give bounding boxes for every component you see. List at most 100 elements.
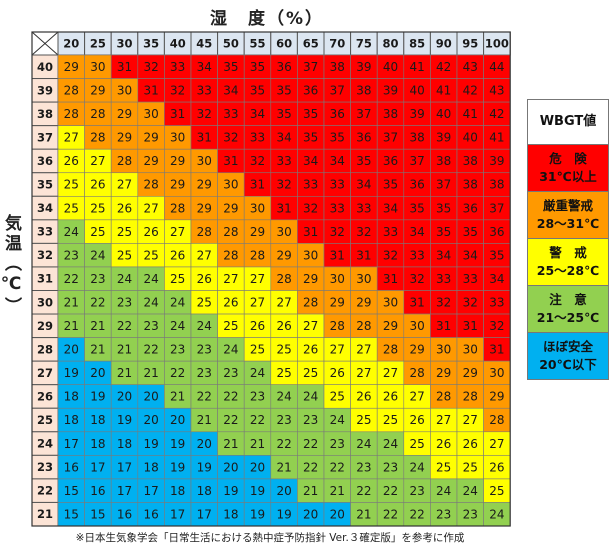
cell-value-label: 32: [303, 201, 318, 215]
grid-border: [31, 31, 511, 527]
cell-value-label: 22: [276, 437, 291, 451]
cell-value-label: 29: [250, 225, 265, 239]
humidity-tick-label: 50: [223, 37, 239, 51]
cell-value-label: 29: [170, 154, 185, 168]
cell-value-label: 23: [197, 366, 212, 380]
cell-value-label: 21: [197, 413, 212, 427]
cell-value-label: 32: [436, 295, 451, 309]
cell-value-label: 18: [197, 484, 212, 498]
temperature-tick-label: 36: [37, 154, 53, 168]
cell-value-label: 17: [117, 484, 132, 498]
cell-value-label: 19: [64, 366, 79, 380]
cell-value-label: 29: [170, 178, 185, 192]
cell-value-label: 20: [143, 413, 158, 427]
cell-value-label: 36: [356, 131, 371, 145]
cell-value-label: 25: [117, 248, 132, 262]
cell-value-label: 20: [303, 507, 318, 521]
cell-value-label: 38: [409, 131, 424, 145]
cell-value-label: 27: [90, 154, 105, 168]
cell-value-label: 35: [276, 84, 291, 98]
cell-value-label: 22: [330, 460, 345, 474]
cell-value-label: 25: [117, 225, 132, 239]
cell-value-label: 32: [197, 107, 212, 121]
cell-value-label: 36: [463, 201, 478, 215]
cell-value-label: 31: [250, 178, 265, 192]
humidity-tick-label: 60: [276, 37, 292, 51]
cell-value-label: 34: [463, 248, 478, 262]
legend-warning: 警 戒 25～28℃: [528, 239, 608, 286]
cell-value-label: 18: [64, 390, 79, 404]
cell-value-label: 23: [170, 343, 185, 357]
cell-value-label: 35: [250, 60, 265, 74]
cell-value-label: 30: [409, 319, 424, 333]
cell-value-label: 33: [463, 272, 478, 286]
cell-value-label: 20: [330, 507, 345, 521]
cell-value-label: 23: [223, 366, 238, 380]
cell-value-label: 22: [250, 413, 265, 427]
cell-value-label: 22: [303, 460, 318, 474]
cell-value-label: 37: [330, 84, 345, 98]
cell-value-label: 24: [383, 437, 398, 451]
cell-value-label: 34: [356, 178, 371, 192]
cell-value-label: 22: [197, 390, 212, 404]
cell-value-label: 30: [436, 343, 451, 357]
cell-value-label: 30: [276, 225, 291, 239]
cell-value-label: 30: [223, 178, 238, 192]
cell-value-label: 32: [409, 272, 424, 286]
cell-value-label: 25: [463, 460, 478, 474]
legend-caution: 注 意 21～25℃: [528, 286, 608, 333]
cell-value-label: 22: [223, 413, 238, 427]
temperature-tick-label: 35: [37, 178, 53, 192]
humidity-tick-label: 65: [303, 37, 319, 51]
cell-value-label: 32: [276, 178, 291, 192]
cell-value-label: 20: [143, 390, 158, 404]
cell-value-label: 35: [303, 131, 318, 145]
cell-value-label: 23: [436, 507, 451, 521]
cell-value-label: 35: [303, 107, 318, 121]
cell-value-label: 24: [143, 295, 158, 309]
cell-value-label: 29: [276, 248, 291, 262]
cell-value-label: 35: [356, 154, 371, 168]
cell-value-label: 31: [409, 295, 424, 309]
cell-value-label: 36: [383, 154, 398, 168]
humidity-tick-label: 55: [249, 37, 265, 51]
cell-value-label: 39: [436, 131, 451, 145]
cell-value-label: 33: [303, 178, 318, 192]
temperature-tick-label: 39: [37, 83, 53, 97]
cell-value-label: 20: [276, 484, 291, 498]
cell-value-label: 27: [489, 437, 504, 451]
cell-value-label: 15: [64, 507, 79, 521]
humidity-tick-label: 80: [382, 37, 398, 51]
cell-value-label: 28: [409, 366, 424, 380]
cell-value-label: 20: [250, 460, 265, 474]
cell-value-label: 33: [489, 295, 504, 309]
cell-value-label: 22: [90, 295, 105, 309]
wbgt-heatmap: 20 25 30 35 40 45 50 55 60 65 70 75 80 85 90 95 100 40 29 3…: [31, 31, 511, 527]
temperature-tick-label: 28: [37, 342, 53, 356]
temperature-tick-label: 23: [37, 460, 53, 474]
temperature-tick-label: 40: [37, 60, 53, 74]
cell-value-label: 25: [489, 484, 504, 498]
cell-value-label: 31: [356, 248, 371, 262]
cell-value-label: 27: [436, 413, 451, 427]
cell-value-label: 31: [463, 319, 478, 333]
cell-value-label: 26: [117, 201, 132, 215]
cell-value-label: 28: [64, 84, 79, 98]
cell-value-label: 43: [463, 60, 478, 74]
cell-value-label: 34: [489, 272, 504, 286]
cell-value-label: 26: [197, 272, 212, 286]
cell-value-label: 20: [90, 366, 105, 380]
cell-value-label: 29: [197, 178, 212, 192]
cell-value-label: 28: [463, 390, 478, 404]
legend-safe-label: ほぼ安全: [542, 339, 593, 354]
cell-value-label: 42: [436, 60, 451, 74]
cell-value-label: 41: [489, 131, 504, 145]
legend-severe-warning-range: 28～31℃: [536, 216, 600, 231]
cell-value-label: 28: [303, 295, 318, 309]
cell-value-label: 21: [90, 319, 105, 333]
cell-value-label: 29: [356, 295, 371, 309]
cell-value-label: 28: [356, 319, 371, 333]
cell-value-label: 38: [489, 178, 504, 192]
cell-value-label: 22: [383, 507, 398, 521]
cell-value-label: 21: [117, 366, 132, 380]
